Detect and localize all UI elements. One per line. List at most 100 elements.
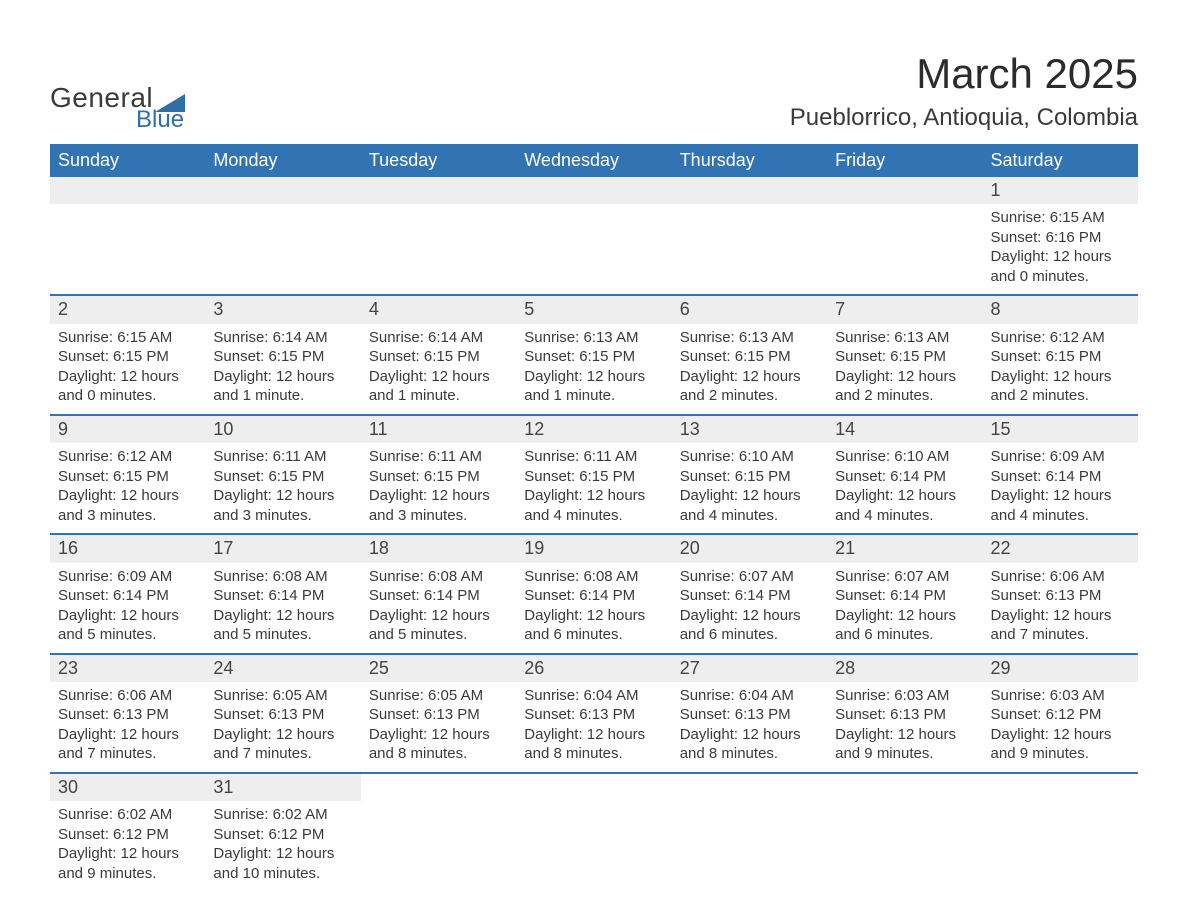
day-header: Tuesday [361, 144, 516, 177]
daynum-row: 16171819202122 [50, 534, 1138, 562]
day-number: 2 [50, 295, 205, 323]
day-header: Monday [205, 144, 360, 177]
day-number: 25 [361, 654, 516, 682]
daylight-line: Daylight: 12 hours and 4 minutes. [680, 486, 819, 525]
logo-text-blue: Blue [136, 108, 184, 132]
sunrise-line: Sunrise: 6:14 AM [369, 328, 508, 348]
day-number: 27 [672, 654, 827, 682]
sunrise-line: Sunrise: 6:10 AM [680, 447, 819, 467]
daylight-line: Daylight: 12 hours and 4 minutes. [991, 486, 1130, 525]
daylight-line: Daylight: 12 hours and 1 minute. [369, 367, 508, 406]
daylight-line: Daylight: 12 hours and 5 minutes. [58, 606, 197, 645]
day-detail: Sunrise: 6:08 AMSunset: 6:14 PMDaylight:… [205, 563, 360, 654]
sunrise-line: Sunrise: 6:02 AM [213, 805, 352, 825]
sunset-line: Sunset: 6:15 PM [835, 347, 974, 367]
sunset-line: Sunset: 6:12 PM [991, 705, 1130, 725]
sunrise-line: Sunrise: 6:11 AM [524, 447, 663, 467]
daylight-line: Daylight: 12 hours and 0 minutes. [991, 247, 1130, 286]
day-detail: Sunrise: 6:09 AMSunset: 6:14 PMDaylight:… [50, 563, 205, 654]
daylight-line: Daylight: 12 hours and 7 minutes. [991, 606, 1130, 645]
sunrise-line: Sunrise: 6:12 AM [58, 447, 197, 467]
daylight-line: Daylight: 12 hours and 5 minutes. [369, 606, 508, 645]
day-number [516, 773, 671, 801]
sunrise-line: Sunrise: 6:06 AM [991, 567, 1130, 587]
day-detail: Sunrise: 6:13 AMSunset: 6:15 PMDaylight:… [827, 324, 982, 415]
day-detail: Sunrise: 6:03 AMSunset: 6:12 PMDaylight:… [983, 682, 1138, 773]
day-detail: Sunrise: 6:11 AMSunset: 6:15 PMDaylight:… [516, 443, 671, 534]
sunrise-line: Sunrise: 6:11 AM [369, 447, 508, 467]
daylight-line: Daylight: 12 hours and 4 minutes. [524, 486, 663, 525]
detail-row: Sunrise: 6:06 AMSunset: 6:13 PMDaylight:… [50, 682, 1138, 773]
day-number: 6 [672, 295, 827, 323]
daylight-line: Daylight: 12 hours and 8 minutes. [524, 725, 663, 764]
sunrise-line: Sunrise: 6:03 AM [835, 686, 974, 706]
calendar-body: 1Sunrise: 6:15 AMSunset: 6:16 PMDaylight… [50, 177, 1138, 891]
daylight-line: Daylight: 12 hours and 6 minutes. [680, 606, 819, 645]
sunrise-line: Sunrise: 6:13 AM [524, 328, 663, 348]
daylight-line: Daylight: 12 hours and 8 minutes. [369, 725, 508, 764]
sunrise-line: Sunrise: 6:04 AM [680, 686, 819, 706]
daylight-line: Daylight: 12 hours and 2 minutes. [680, 367, 819, 406]
day-detail: Sunrise: 6:09 AMSunset: 6:14 PMDaylight:… [983, 443, 1138, 534]
sunrise-line: Sunrise: 6:05 AM [369, 686, 508, 706]
sunset-line: Sunset: 6:14 PM [835, 586, 974, 606]
daylight-line: Daylight: 12 hours and 2 minutes. [991, 367, 1130, 406]
day-number [983, 773, 1138, 801]
sunrise-line: Sunrise: 6:04 AM [524, 686, 663, 706]
sunrise-line: Sunrise: 6:08 AM [369, 567, 508, 587]
day-detail: Sunrise: 6:10 AMSunset: 6:15 PMDaylight:… [672, 443, 827, 534]
daylight-line: Daylight: 12 hours and 9 minutes. [58, 844, 197, 883]
day-detail: Sunrise: 6:05 AMSunset: 6:13 PMDaylight:… [361, 682, 516, 773]
sunrise-line: Sunrise: 6:02 AM [58, 805, 197, 825]
sunset-line: Sunset: 6:15 PM [58, 467, 197, 487]
sunrise-line: Sunrise: 6:09 AM [58, 567, 197, 587]
sunset-line: Sunset: 6:15 PM [58, 347, 197, 367]
daylight-line: Daylight: 12 hours and 5 minutes. [213, 606, 352, 645]
day-detail: Sunrise: 6:07 AMSunset: 6:14 PMDaylight:… [672, 563, 827, 654]
sunset-line: Sunset: 6:15 PM [524, 347, 663, 367]
day-number: 8 [983, 295, 1138, 323]
day-number: 20 [672, 534, 827, 562]
sunrise-line: Sunrise: 6:12 AM [991, 328, 1130, 348]
day-detail: Sunrise: 6:03 AMSunset: 6:13 PMDaylight:… [827, 682, 982, 773]
day-number [205, 177, 360, 204]
day-detail [516, 204, 671, 295]
sunset-line: Sunset: 6:15 PM [213, 467, 352, 487]
day-number: 9 [50, 415, 205, 443]
day-number: 21 [827, 534, 982, 562]
day-detail [672, 204, 827, 295]
sunrise-line: Sunrise: 6:13 AM [680, 328, 819, 348]
day-number [672, 177, 827, 204]
day-number: 1 [983, 177, 1138, 204]
day-detail [672, 801, 827, 891]
day-detail: Sunrise: 6:06 AMSunset: 6:13 PMDaylight:… [983, 563, 1138, 654]
sunset-line: Sunset: 6:14 PM [369, 586, 508, 606]
sunset-line: Sunset: 6:16 PM [991, 228, 1130, 248]
day-number [516, 177, 671, 204]
day-detail [361, 801, 516, 891]
calendar-table: SundayMondayTuesdayWednesdayThursdayFrid… [50, 144, 1138, 891]
daylight-line: Daylight: 12 hours and 1 minute. [213, 367, 352, 406]
day-number [672, 773, 827, 801]
day-number: 11 [361, 415, 516, 443]
day-number: 4 [361, 295, 516, 323]
detail-row: Sunrise: 6:12 AMSunset: 6:15 PMDaylight:… [50, 443, 1138, 534]
day-number [827, 773, 982, 801]
day-number: 17 [205, 534, 360, 562]
day-number: 29 [983, 654, 1138, 682]
daylight-line: Daylight: 12 hours and 2 minutes. [835, 367, 974, 406]
sunset-line: Sunset: 6:12 PM [58, 825, 197, 845]
sunset-line: Sunset: 6:14 PM [835, 467, 974, 487]
day-number: 5 [516, 295, 671, 323]
detail-row: Sunrise: 6:02 AMSunset: 6:12 PMDaylight:… [50, 801, 1138, 891]
title-block: March 2025 Pueblorrico, Antioquia, Colom… [790, 50, 1138, 132]
day-number: 19 [516, 534, 671, 562]
sunset-line: Sunset: 6:14 PM [680, 586, 819, 606]
day-detail: Sunrise: 6:02 AMSunset: 6:12 PMDaylight:… [50, 801, 205, 891]
sunrise-line: Sunrise: 6:15 AM [58, 328, 197, 348]
day-detail: Sunrise: 6:15 AMSunset: 6:16 PMDaylight:… [983, 204, 1138, 295]
daylight-line: Daylight: 12 hours and 3 minutes. [369, 486, 508, 525]
calendar-head: SundayMondayTuesdayWednesdayThursdayFrid… [50, 144, 1138, 177]
sunrise-line: Sunrise: 6:08 AM [524, 567, 663, 587]
sunrise-line: Sunrise: 6:13 AM [835, 328, 974, 348]
